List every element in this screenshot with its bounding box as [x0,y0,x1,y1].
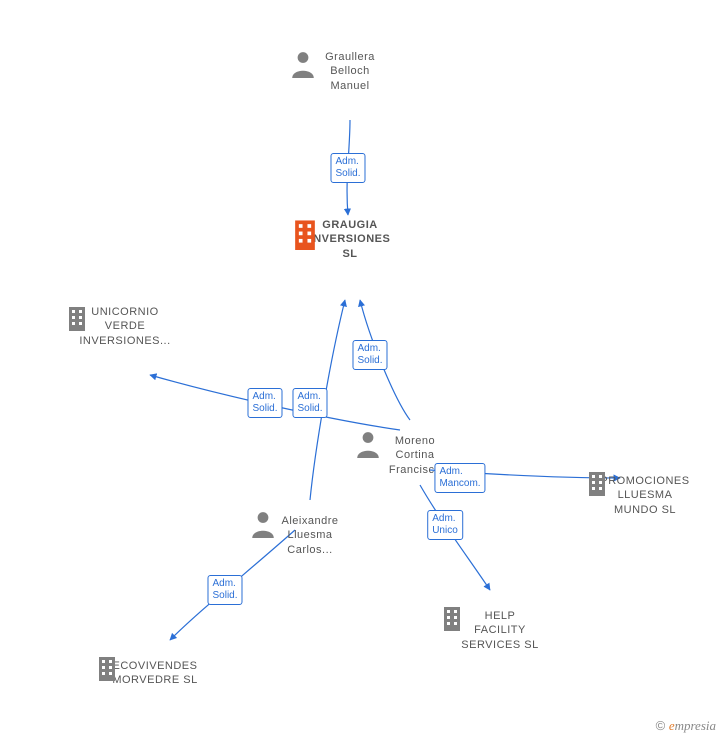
edge-label: Adm. Solid. [330,153,365,183]
edge-label: Adm. Mancom. [434,463,485,493]
node-promociones[interactable]: PROMOCIONES LLUESMA MUNDO SL [585,470,705,517]
building-icon [585,470,609,496]
building-icon [440,605,464,631]
node-graullera[interactable]: Graullera Belloch Manuel [290,50,410,95]
edge-label: Adm. Solid. [292,388,327,418]
person-icon [355,430,381,458]
watermark: © empresia [656,718,716,734]
copyright-symbol: © [656,718,666,733]
building-icon [95,655,119,681]
edge-layer [0,0,728,740]
building-icon [65,305,89,331]
edge-label: Adm. Solid. [207,575,242,605]
edge-label: Adm. Solid. [352,340,387,370]
node-graugia[interactable]: GRAUGIA INVERSIONES SL [290,218,410,263]
building-icon [290,218,320,250]
person-icon [250,510,276,538]
node-unicornio[interactable]: UNICORNIO VERDE INVERSIONES... [65,305,185,350]
watermark-brand-rest: mpresia [675,718,716,733]
node-aleixandre[interactable]: Aleixandre Lluesma Carlos... [250,510,370,557]
node-help[interactable]: HELP FACILITY SERVICES SL [440,605,560,652]
edge-label: Adm. Unico [427,510,463,540]
node-ecovivendes[interactable]: ECOVIVENDES MORVEDRE SL [95,655,215,688]
edge-label: Adm. Solid. [247,388,282,418]
person-icon [290,50,316,78]
